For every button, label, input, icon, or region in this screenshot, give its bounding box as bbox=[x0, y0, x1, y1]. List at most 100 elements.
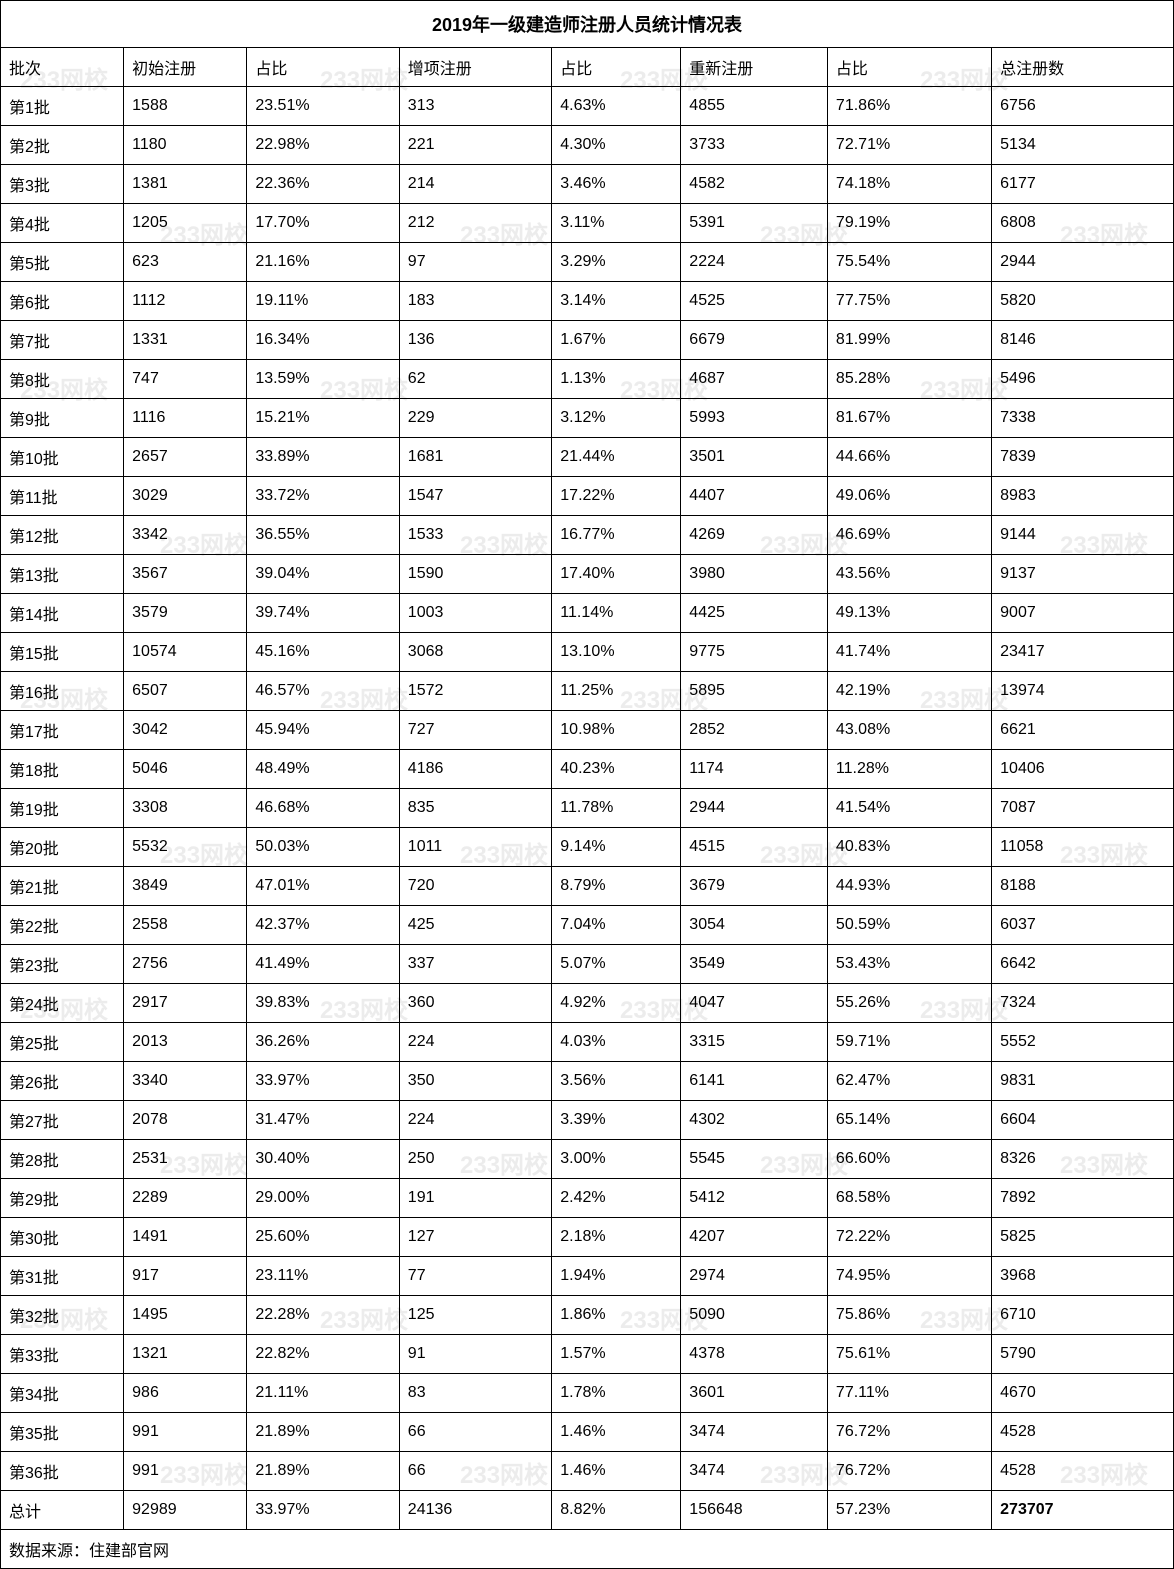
table-cell: 第19批 bbox=[1, 789, 124, 828]
table-cell: 7839 bbox=[992, 438, 1174, 477]
table-cell: 747 bbox=[124, 360, 247, 399]
table-cell: 13.10% bbox=[552, 633, 681, 672]
table-cell: 第30批 bbox=[1, 1218, 124, 1257]
table-cell: 85.28% bbox=[827, 360, 991, 399]
table-cell: 4670 bbox=[992, 1374, 1174, 1413]
table-cell: 第8批 bbox=[1, 360, 124, 399]
table-cell: 3.11% bbox=[552, 204, 681, 243]
table-cell: 3579 bbox=[124, 594, 247, 633]
table-cell: 47.01% bbox=[247, 867, 399, 906]
table-cell: 50.03% bbox=[247, 828, 399, 867]
table-cell: 1331 bbox=[124, 321, 247, 360]
table-cell: 23.11% bbox=[247, 1257, 399, 1296]
table-row: 第30批149125.60%1272.18%420772.22%5825 bbox=[1, 1218, 1174, 1257]
table-cell: 40.83% bbox=[827, 828, 991, 867]
table-cell: 第20批 bbox=[1, 828, 124, 867]
table-cell: 第24批 bbox=[1, 984, 124, 1023]
table-cell: 6141 bbox=[681, 1062, 828, 1101]
table-cell: 1381 bbox=[124, 165, 247, 204]
table-cell: 4207 bbox=[681, 1218, 828, 1257]
table-cell: 3.29% bbox=[552, 243, 681, 282]
table-cell: 17.22% bbox=[552, 477, 681, 516]
table-cell: 6507 bbox=[124, 672, 247, 711]
table-cell: 2531 bbox=[124, 1140, 247, 1179]
table-cell: 10406 bbox=[992, 750, 1174, 789]
table-cell: 3054 bbox=[681, 906, 828, 945]
table-cell: 1321 bbox=[124, 1335, 247, 1374]
table-cell: 5895 bbox=[681, 672, 828, 711]
table-cell: 4425 bbox=[681, 594, 828, 633]
table-cell: 第2批 bbox=[1, 126, 124, 165]
table-cell: 991 bbox=[124, 1413, 247, 1452]
table-cell: 41.49% bbox=[247, 945, 399, 984]
table-cell: 22.98% bbox=[247, 126, 399, 165]
table-cell: 6177 bbox=[992, 165, 1174, 204]
table-cell: 7087 bbox=[992, 789, 1174, 828]
table-cell: 30.40% bbox=[247, 1140, 399, 1179]
table-row: 第29批228929.00%1912.42%541268.58%7892 bbox=[1, 1179, 1174, 1218]
table-cell: 4687 bbox=[681, 360, 828, 399]
table-cell: 39.04% bbox=[247, 555, 399, 594]
table-cell: 第11批 bbox=[1, 477, 124, 516]
table-cell: 第31批 bbox=[1, 1257, 124, 1296]
table-cell: 10574 bbox=[124, 633, 247, 672]
table-row: 第7批133116.34%1361.67%667981.99%8146 bbox=[1, 321, 1174, 360]
table-cell: 3.12% bbox=[552, 399, 681, 438]
column-header: 初始注册 bbox=[124, 48, 247, 87]
table-cell: 6642 bbox=[992, 945, 1174, 984]
table-cell: 3.39% bbox=[552, 1101, 681, 1140]
table-cell: 21.16% bbox=[247, 243, 399, 282]
table-row: 第27批207831.47%2243.39%430265.14%6604 bbox=[1, 1101, 1174, 1140]
table-cell: 第25批 bbox=[1, 1023, 124, 1062]
table-cell: 2974 bbox=[681, 1257, 828, 1296]
table-cell: 第36批 bbox=[1, 1452, 124, 1491]
table-cell: 16.77% bbox=[552, 516, 681, 555]
table-cell: 4.92% bbox=[552, 984, 681, 1023]
table-cell: 1.13% bbox=[552, 360, 681, 399]
table-cell: 4047 bbox=[681, 984, 828, 1023]
table-cell: 76.72% bbox=[827, 1452, 991, 1491]
table-cell: 42.37% bbox=[247, 906, 399, 945]
table-cell: 9137 bbox=[992, 555, 1174, 594]
column-header: 占比 bbox=[827, 48, 991, 87]
table-row: 第21批384947.01%7208.79%367944.93%8188 bbox=[1, 867, 1174, 906]
table-cell: 4269 bbox=[681, 516, 828, 555]
table-cell: 5496 bbox=[992, 360, 1174, 399]
table-cell: 74.95% bbox=[827, 1257, 991, 1296]
table-cell: 第12批 bbox=[1, 516, 124, 555]
table-cell: 2852 bbox=[681, 711, 828, 750]
table-cell: 1588 bbox=[124, 87, 247, 126]
table-cell: 48.49% bbox=[247, 750, 399, 789]
table-cell: 3980 bbox=[681, 555, 828, 594]
table-cell: 1.78% bbox=[552, 1374, 681, 1413]
table-cell: 第6批 bbox=[1, 282, 124, 321]
table-cell: 3968 bbox=[992, 1257, 1174, 1296]
table-cell: 3029 bbox=[124, 477, 247, 516]
table-cell: 1495 bbox=[124, 1296, 247, 1335]
total-cell: 57.23% bbox=[827, 1491, 991, 1530]
table-cell: 425 bbox=[399, 906, 551, 945]
table-row: 第28批253130.40%2503.00%554566.60%8326 bbox=[1, 1140, 1174, 1179]
table-row: 第26批334033.97%3503.56%614162.47%9831 bbox=[1, 1062, 1174, 1101]
total-cell: 33.97% bbox=[247, 1491, 399, 1530]
table-cell: 45.16% bbox=[247, 633, 399, 672]
source-cell: 数据来源：住建部官网 bbox=[1, 1530, 1174, 1569]
table-container: 233网校233网校233网校233网校233网校233网校233网校233网校… bbox=[0, 0, 1174, 1569]
total-row: 总计9298933.97%241368.82%15664857.23%27370… bbox=[1, 1491, 1174, 1530]
table-cell: 136 bbox=[399, 321, 551, 360]
table-cell: 15.21% bbox=[247, 399, 399, 438]
table-cell: 250 bbox=[399, 1140, 551, 1179]
table-cell: 83 bbox=[399, 1374, 551, 1413]
table-cell: 8.79% bbox=[552, 867, 681, 906]
table-cell: 第17批 bbox=[1, 711, 124, 750]
table-cell: 1533 bbox=[399, 516, 551, 555]
table-cell: 62.47% bbox=[827, 1062, 991, 1101]
table-cell: 5.07% bbox=[552, 945, 681, 984]
table-cell: 8983 bbox=[992, 477, 1174, 516]
total-cell: 8.82% bbox=[552, 1491, 681, 1530]
table-row: 第2批118022.98%2214.30%373372.71%5134 bbox=[1, 126, 1174, 165]
table-row: 第10批265733.89%168121.44%350144.66%7839 bbox=[1, 438, 1174, 477]
table-cell: 55.26% bbox=[827, 984, 991, 1023]
table-row: 第3批138122.36%2143.46%458274.18%6177 bbox=[1, 165, 1174, 204]
table-cell: 6808 bbox=[992, 204, 1174, 243]
